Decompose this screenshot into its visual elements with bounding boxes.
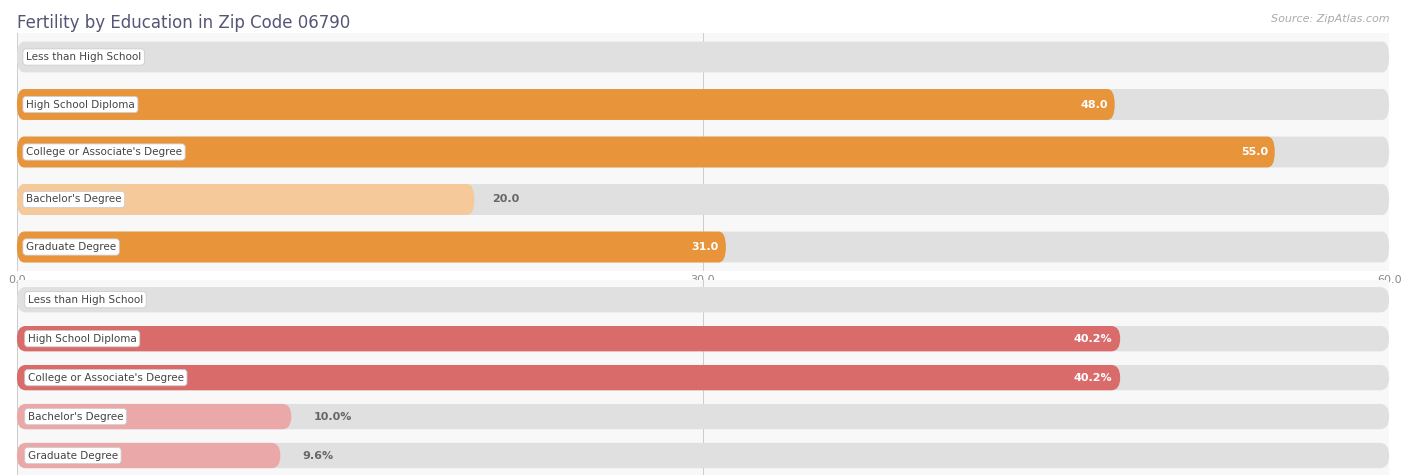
FancyBboxPatch shape xyxy=(17,89,1389,120)
Text: 40.2%: 40.2% xyxy=(1073,372,1112,383)
Text: Bachelor's Degree: Bachelor's Degree xyxy=(27,194,121,205)
Text: Less than High School: Less than High School xyxy=(27,52,141,62)
FancyBboxPatch shape xyxy=(17,365,1121,390)
FancyBboxPatch shape xyxy=(17,287,1389,313)
Text: Less than High School: Less than High School xyxy=(28,294,143,305)
Text: Graduate Degree: Graduate Degree xyxy=(27,242,117,252)
FancyBboxPatch shape xyxy=(17,443,1389,468)
Text: 0.0: 0.0 xyxy=(35,52,55,62)
FancyBboxPatch shape xyxy=(17,137,1275,168)
FancyBboxPatch shape xyxy=(17,184,1389,215)
FancyBboxPatch shape xyxy=(17,42,1389,73)
FancyBboxPatch shape xyxy=(17,326,1389,352)
Text: College or Associate's Degree: College or Associate's Degree xyxy=(27,147,181,157)
Text: 31.0: 31.0 xyxy=(692,242,718,252)
Text: High School Diploma: High School Diploma xyxy=(28,333,136,344)
Text: 55.0: 55.0 xyxy=(1240,147,1268,157)
Text: Source: ZipAtlas.com: Source: ZipAtlas.com xyxy=(1271,14,1389,24)
FancyBboxPatch shape xyxy=(17,326,1121,352)
FancyBboxPatch shape xyxy=(17,232,1389,262)
FancyBboxPatch shape xyxy=(17,404,291,429)
Text: High School Diploma: High School Diploma xyxy=(27,99,135,110)
FancyBboxPatch shape xyxy=(17,89,1115,120)
FancyBboxPatch shape xyxy=(17,184,474,215)
FancyBboxPatch shape xyxy=(17,404,1389,429)
Text: 40.2%: 40.2% xyxy=(1073,333,1112,344)
Text: 10.0%: 10.0% xyxy=(314,411,352,422)
FancyBboxPatch shape xyxy=(17,137,1389,168)
Text: 48.0: 48.0 xyxy=(1080,99,1108,110)
Text: Bachelor's Degree: Bachelor's Degree xyxy=(28,411,124,422)
Text: 20.0: 20.0 xyxy=(492,194,520,205)
Text: Graduate Degree: Graduate Degree xyxy=(28,450,118,461)
Text: 9.6%: 9.6% xyxy=(302,450,333,461)
FancyBboxPatch shape xyxy=(17,443,280,468)
Text: Fertility by Education in Zip Code 06790: Fertility by Education in Zip Code 06790 xyxy=(17,14,350,32)
Text: College or Associate's Degree: College or Associate's Degree xyxy=(28,372,184,383)
FancyBboxPatch shape xyxy=(17,365,1389,390)
Text: 0.0%: 0.0% xyxy=(39,294,69,305)
FancyBboxPatch shape xyxy=(17,232,725,262)
